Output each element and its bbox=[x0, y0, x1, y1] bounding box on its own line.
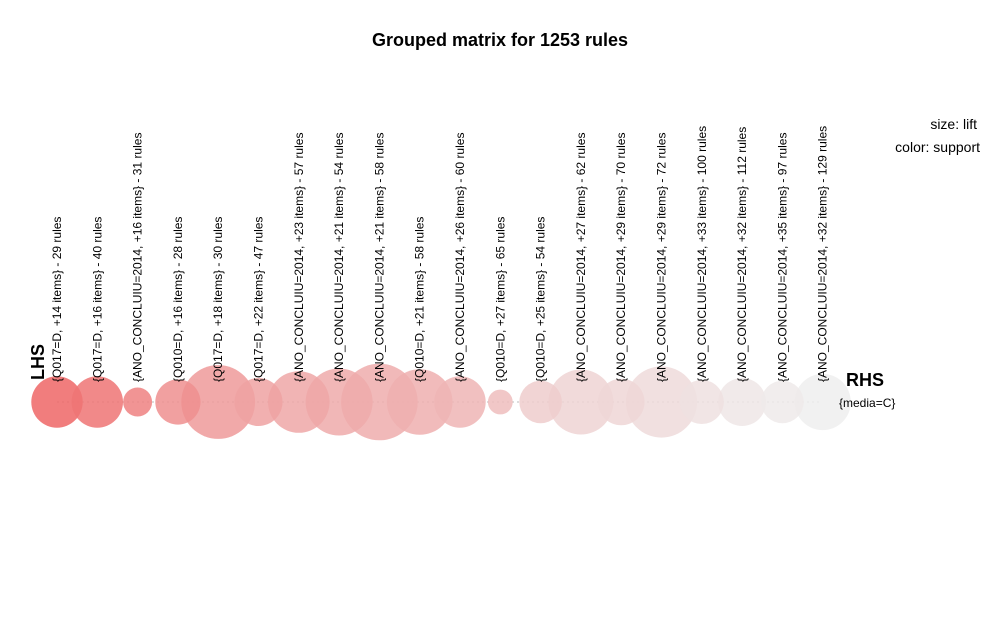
bubble-group-3 bbox=[123, 387, 153, 417]
column-label-14: {ANO_CONCLUIU=2014, +27 items} - 62 rule… bbox=[574, 133, 588, 382]
chart-title: Grouped matrix for 1253 rules bbox=[372, 30, 628, 50]
bubble-group-13 bbox=[519, 380, 562, 424]
column-label-16: {ANO_CONCLUIU=2014, +29 items} - 72 rule… bbox=[655, 133, 669, 382]
column-label-17: {ANO_CONCLUIU=2014, +33 items} - 100 rul… bbox=[695, 126, 709, 382]
bubble-group-6 bbox=[234, 378, 283, 426]
column-label-15: {ANO_CONCLUIU=2014, +29 items} - 70 rule… bbox=[614, 133, 628, 382]
column-label-20: {ANO_CONCLUIU=2014, +32 items} - 129 rul… bbox=[816, 126, 830, 382]
column-label-8: {ANO_CONCLUIU=2014, +21 items} - 54 rule… bbox=[332, 133, 346, 382]
bubble-group-2 bbox=[71, 376, 124, 428]
bubble-group-12 bbox=[487, 389, 513, 415]
bubble-group-15 bbox=[597, 378, 645, 426]
bubble-group-18 bbox=[718, 378, 767, 426]
column-label-7: {ANO_CONCLUIU=2014, +23 items} - 57 rule… bbox=[292, 133, 306, 382]
column-label-1: {Q017=D, +14 items} - 29 rules bbox=[50, 217, 64, 382]
column-label-3: {ANO_CONCLUIU=2014, +16 items} - 31 rule… bbox=[131, 133, 145, 382]
column-label-18: {ANO_CONCLUIU=2014, +32 items} - 112 rul… bbox=[735, 127, 749, 382]
legend-size: size: lift bbox=[930, 116, 977, 132]
bubble-group-4 bbox=[155, 379, 201, 425]
bubble-group-10 bbox=[386, 369, 453, 435]
bubble-group bbox=[31, 363, 851, 441]
bubble-group-17 bbox=[679, 380, 724, 424]
bubble-group-20 bbox=[794, 373, 851, 431]
bubble-group-7 bbox=[268, 371, 330, 433]
bubble-group-19 bbox=[761, 380, 804, 424]
column-label-5: {Q017=D, +18 items} - 30 rules bbox=[211, 217, 225, 382]
column-label-10: {Q010=D, +21 items} - 58 rules bbox=[413, 217, 427, 382]
rhs-axis-title: RHS bbox=[846, 370, 884, 390]
legend-color: color: support bbox=[895, 139, 980, 155]
column-label-11: {ANO_CONCLUIU=2014, +26 items} - 60 rule… bbox=[453, 133, 467, 382]
bubble-group-14 bbox=[548, 369, 614, 435]
column-label-4: {Q010=D, +16 items} - 28 rules bbox=[171, 217, 185, 382]
column-label-19: {ANO_CONCLUIU=2014, +35 items} - 97 rule… bbox=[775, 133, 789, 382]
bubble-group-5 bbox=[181, 365, 256, 439]
column-label-12: {Q010=D, +27 items} - 65 rules bbox=[493, 217, 507, 382]
column-label-9: {ANO_CONCLUIU=2014, +21 items} - 58 rule… bbox=[372, 133, 386, 382]
column-label-13: {Q010=D, +25 items} - 54 rules bbox=[534, 217, 548, 382]
column-labels: {Q017=D, +14 items} - 29 rules {Q017=D, +… bbox=[50, 126, 830, 382]
lhs-axis-title: LHS bbox=[28, 344, 48, 380]
bubble-group-11 bbox=[434, 376, 486, 428]
bubble-group-1 bbox=[31, 376, 83, 428]
bubble-group-16 bbox=[625, 366, 698, 438]
column-label-6: {Q017=D, +22 items} - 47 rules bbox=[252, 217, 266, 382]
column-label-2: {Q017=D, +16 items} - 40 rules bbox=[90, 217, 104, 382]
rhs-item-label: {media=C} bbox=[839, 396, 895, 410]
